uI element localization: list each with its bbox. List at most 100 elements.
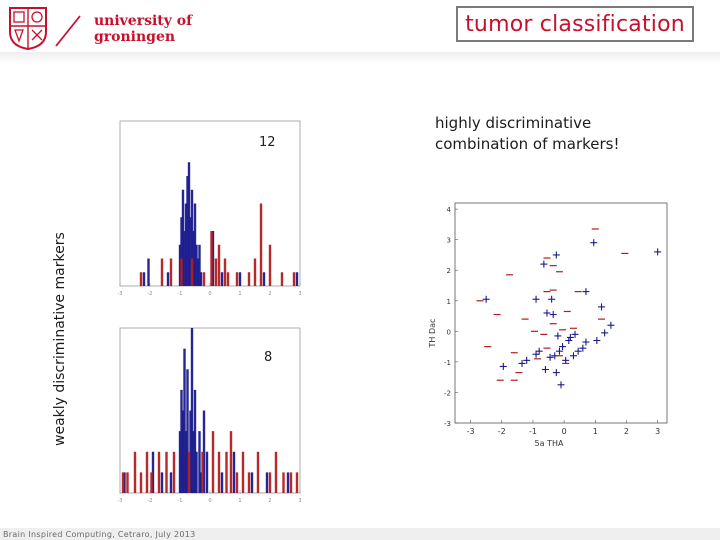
histogram-bottom-bar <box>133 451 137 493</box>
scatter-ytick-label: -1 <box>444 359 451 367</box>
histogram-top-count: 12 <box>259 135 276 150</box>
scatter-point-plus <box>590 239 598 247</box>
histogram-top-bar <box>181 189 185 286</box>
scatter-point-plus <box>552 251 560 259</box>
scatter-point-plus <box>566 333 574 341</box>
university-wordmark: university of groningen <box>94 13 192 45</box>
histogram-bottom-bar <box>295 472 299 493</box>
scatter-point-plus <box>548 295 556 303</box>
scatter-point-plus <box>554 332 562 340</box>
histogram-top-bar <box>214 258 218 286</box>
histogram-top-xtick-label: 0 <box>208 291 211 297</box>
scatter-ylabel: TH Dac <box>428 319 437 349</box>
histogram-top-bar <box>178 244 182 286</box>
histogram-bottom-bar <box>192 431 195 493</box>
histogram-bottom-bar <box>211 431 215 493</box>
histogram-top-xtick-label: -2 <box>148 291 153 297</box>
histogram-bottom-xtick-label: 3 <box>298 498 301 504</box>
histogram-bottom-xtick-label: 2 <box>268 498 271 504</box>
histogram-bottom-bar <box>198 431 201 493</box>
histogram-bottom-bar <box>199 472 203 493</box>
histogram-bottom-bar <box>220 472 224 493</box>
histogram-top-bar <box>198 244 201 286</box>
histogram-top-bar <box>147 258 150 286</box>
histogram-bottom-bar <box>265 472 269 493</box>
caption-line-2: combination of markers! <box>435 135 620 153</box>
histogram-top-bar <box>262 272 266 286</box>
histogram-top-bar <box>160 258 164 286</box>
histogram-top-bar <box>259 203 263 286</box>
histograms-label: weakly discriminative markers <box>52 232 68 446</box>
scatter-point-plus <box>555 347 563 355</box>
histogram-top-bar <box>295 272 299 286</box>
histogram-bottom-bar <box>217 451 221 493</box>
scatter-xtick-label: -3 <box>467 427 475 436</box>
histogram-top-bar <box>235 272 239 286</box>
scatter-xtick-label: 2 <box>624 427 629 436</box>
scatter-ytick-label: 2 <box>447 267 451 275</box>
histogram-bottom-bar <box>145 451 149 493</box>
histogram-bottom-bar <box>282 472 285 493</box>
scatter-point-plus <box>482 295 490 303</box>
scatter-ytick-label: -2 <box>444 389 451 397</box>
histogram-top-bar <box>217 244 221 286</box>
histogram-bottom-xtick-label: 1 <box>238 498 241 504</box>
scatter-xtick-label: 0 <box>562 427 567 436</box>
scatter-point-plus <box>541 366 549 374</box>
scatter-xtick-label: 1 <box>593 427 598 436</box>
scatter-point-plus <box>532 350 540 358</box>
scatter-point-plus <box>549 311 557 319</box>
histogram-top-xtick-label: -1 <box>178 291 183 297</box>
histogram-top-bar <box>142 272 146 286</box>
histogram-top-bar <box>189 217 192 286</box>
histogram-top-bar <box>199 272 203 286</box>
scatter-point-plus <box>552 369 560 377</box>
histogram-top-bar <box>180 217 183 286</box>
histogram-top-bar <box>223 258 227 286</box>
histogram-top-bar <box>183 231 186 286</box>
scatter-point-plus <box>574 347 582 355</box>
histogram-top-bar <box>280 272 284 286</box>
histogram-bottom: -3 -2 -1 0 1 2 3 8 <box>116 322 306 507</box>
scatter-caption: highly discriminative combination of mar… <box>435 113 620 155</box>
histogram-bottom-bar <box>201 451 204 493</box>
histogram-bottom-bar <box>247 472 251 493</box>
histogram-top-bar <box>253 258 257 286</box>
histogram-bottom-bar <box>160 472 164 493</box>
scatter-ytick-label: 1 <box>447 298 451 306</box>
scatter-point-plus <box>579 344 587 352</box>
scatter-point-plus <box>571 330 579 338</box>
logo-line-1: university of <box>94 13 193 29</box>
histogram-bottom-bar <box>184 431 188 493</box>
logo-line-2: groningen <box>94 29 176 45</box>
histogram-top-bar <box>268 244 272 286</box>
caption-line-1: highly discriminative <box>435 114 592 132</box>
histogram-top-bar <box>190 189 194 286</box>
crest-icon <box>9 7 81 51</box>
histogram-bottom-count: 8 <box>264 350 273 365</box>
scatter-point-plus <box>562 356 570 364</box>
histogram-top-bar <box>202 272 206 286</box>
histogram-top-bar <box>220 272 224 286</box>
histogram-bottom-bar <box>189 410 192 493</box>
university-logo: university of groningen <box>6 4 206 51</box>
histogram-bottom-bar <box>256 451 260 493</box>
histogram-bottom-bar <box>195 451 198 493</box>
histogram-top-bar <box>190 258 194 286</box>
scatter-point-plus <box>565 337 573 344</box>
histogram-bottom-plot: -3 -2 -1 0 1 2 3 <box>118 327 302 504</box>
scatter-xtick-label: 3 <box>655 427 660 436</box>
histogram-top-bar <box>292 272 296 286</box>
histogram-bottom-bar <box>186 369 189 493</box>
header-divider <box>0 52 720 64</box>
histogram-bottom-xtick-label: -1 <box>178 498 183 504</box>
scatter-point-plus <box>582 338 590 346</box>
histogram-bottom-bar <box>225 451 228 493</box>
histogram-bottom-bar <box>289 472 293 493</box>
slide-title: tumor classification <box>465 11 685 37</box>
title-box: tumor classification <box>456 6 694 42</box>
scatter-xtick-label: -2 <box>498 427 506 436</box>
histogram-top-xtick-label: 1 <box>238 291 241 297</box>
histogram-bottom-bar <box>123 472 126 493</box>
